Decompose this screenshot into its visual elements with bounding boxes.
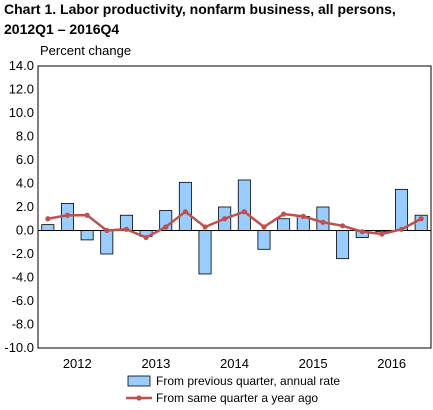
line-point-2012Q4 bbox=[104, 227, 110, 234]
bar-2013Q4 bbox=[178, 181, 192, 231]
y-tick-label: 0.0 bbox=[16, 223, 34, 238]
line-point-2012Q2 bbox=[64, 212, 71, 218]
legend-bar-swatch bbox=[127, 375, 151, 387]
line-point-2014Q3 bbox=[241, 209, 247, 215]
bar-2012Q1 bbox=[41, 224, 55, 231]
line-point-2013Q3 bbox=[163, 224, 169, 230]
line-point-2015Q2 bbox=[300, 213, 306, 219]
y-tick-label: -2.0 bbox=[12, 246, 34, 261]
x-year-label: 2012 bbox=[63, 356, 92, 371]
y-tick-label: 10.0 bbox=[9, 105, 34, 120]
bar-2015Q3 bbox=[316, 206, 330, 231]
legend-line-label: From same quarter a year ago bbox=[156, 391, 318, 405]
line-point-2015Q1 bbox=[281, 211, 287, 217]
x-year-label: 2015 bbox=[299, 356, 328, 371]
y-tick-label: 6.0 bbox=[16, 152, 34, 167]
line-point-2014Q1 bbox=[202, 224, 208, 230]
series-line bbox=[47, 210, 422, 239]
bar-2012Q4 bbox=[100, 230, 114, 255]
bar-2016Q3 bbox=[395, 188, 409, 231]
y-tick-label: 8.0 bbox=[16, 129, 34, 144]
bar-series bbox=[41, 179, 428, 275]
bar-2012Q3 bbox=[80, 230, 94, 241]
y-tick-label: -8.0 bbox=[12, 317, 34, 332]
line-point-2016Q3 bbox=[398, 226, 405, 232]
x-axis-year-labels: 2012 2013 2014 2015 2016 bbox=[63, 356, 406, 371]
bar-2014Q1 bbox=[198, 230, 212, 275]
bar-2014Q4 bbox=[257, 230, 271, 250]
line-point-2013Q2 bbox=[143, 234, 149, 241]
x-year-label: 2016 bbox=[377, 356, 406, 371]
legend-line-marker bbox=[136, 395, 142, 401]
y-tick-label: -10.0 bbox=[4, 340, 34, 355]
line-point-2016Q1 bbox=[359, 229, 365, 235]
line-point-2015Q3 bbox=[320, 219, 326, 225]
line-point-2015Q4 bbox=[339, 223, 346, 229]
line-series bbox=[45, 209, 424, 241]
x-year-label: 2014 bbox=[220, 356, 249, 371]
chart-title-line2: 2012Q1 – 2016Q4 bbox=[4, 21, 119, 37]
line-point-2016Q2 bbox=[379, 231, 385, 237]
y-tick-label: -6.0 bbox=[12, 293, 34, 308]
y-axis-label: Percent change bbox=[40, 43, 131, 58]
bar-2015Q1 bbox=[277, 218, 291, 231]
y-tick-label: -4.0 bbox=[12, 270, 34, 285]
y-tick-label: 12.0 bbox=[9, 82, 34, 97]
chart-title-line1: Chart 1. Labor productivity, nonfarm bus… bbox=[4, 1, 396, 17]
legend: From previous quarter, annual rate From … bbox=[126, 374, 340, 405]
line-point-2012Q3 bbox=[84, 212, 90, 218]
y-tick-label: 2.0 bbox=[16, 199, 34, 214]
legend-bar-label: From previous quarter, annual rate bbox=[156, 374, 340, 388]
y-tick-label: 14.0 bbox=[9, 58, 34, 73]
bar-2015Q4 bbox=[336, 230, 350, 260]
line-point-2013Q4 bbox=[182, 209, 188, 215]
line-point-2013Q1 bbox=[123, 226, 130, 232]
x-year-label: 2013 bbox=[141, 356, 170, 371]
line-point-2016Q4 bbox=[418, 216, 424, 222]
line-point-2012Q1 bbox=[45, 216, 51, 222]
line-point-2014Q4 bbox=[261, 224, 267, 230]
y-tick-label: 4.0 bbox=[16, 176, 34, 191]
line-point-2014Q2 bbox=[222, 216, 228, 222]
bar-2014Q3 bbox=[237, 179, 251, 231]
plot-area bbox=[37, 65, 432, 349]
y-axis-ticks: 14.0 12.0 10.0 8.0 6.0 4.0 2.0 0.0 -2.0 -4.0 -6.0 -… bbox=[4, 58, 34, 355]
